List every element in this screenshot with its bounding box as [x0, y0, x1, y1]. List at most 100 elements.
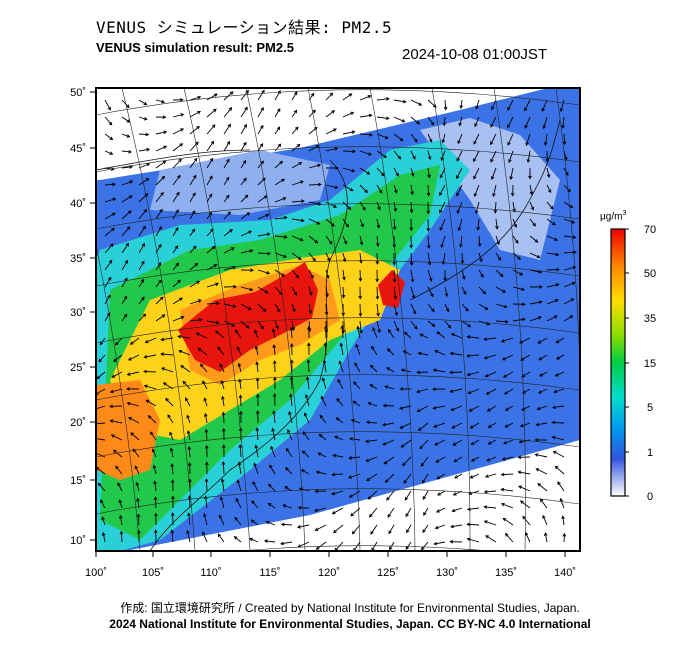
wind-arrow: [274, 252, 287, 258]
wind-arrow: [155, 176, 165, 186]
wind-arrow: [167, 414, 174, 424]
wind-arrow: [502, 456, 514, 460]
wind-arrow: [291, 110, 298, 118]
lon-tick-label: 105˚: [142, 567, 164, 579]
wind-arrow: [393, 99, 406, 103]
wind-arrowhead: [143, 384, 148, 389]
wind-arrowhead: [177, 174, 181, 179]
wind-arrowhead: [500, 339, 505, 343]
wind-arrowhead: [310, 92, 315, 97]
wind-arrow: [155, 192, 164, 203]
wind-arrowhead: [451, 508, 456, 513]
wind-arrow: [322, 377, 327, 390]
wind-arrow: [470, 473, 480, 479]
wind-arrowhead: [262, 177, 266, 182]
wind-arrowhead: [452, 492, 457, 496]
wind-arrow: [155, 160, 166, 169]
wind-arrow: [291, 235, 303, 241]
wind-arrow: [308, 303, 312, 314]
colorbar: [610, 228, 626, 497]
wind-arrow: [178, 335, 191, 339]
wind-arrowhead: [564, 156, 568, 161]
wind-arrowhead: [227, 211, 232, 216]
wind-arrowhead: [486, 408, 491, 412]
wind-arrow: [342, 218, 349, 228]
wind-arrowhead: [420, 546, 425, 551]
wind-arrow: [217, 533, 225, 543]
wind-arrowhead: [375, 296, 380, 300]
wind-arrowhead: [101, 531, 106, 536]
wind-arrowhead: [521, 302, 526, 307]
wind-arrow: [155, 209, 163, 220]
wind-arrowhead: [470, 458, 475, 462]
wind-arrowhead: [355, 343, 359, 348]
lon-tick-label: 130˚: [436, 567, 458, 579]
wind-arrowhead: [176, 191, 180, 196]
wind-arrowhead: [384, 479, 389, 483]
wind-arrowhead: [179, 297, 183, 301]
wind-arrowhead: [422, 529, 426, 534]
wind-arrow: [487, 405, 497, 412]
wind-arrowhead: [276, 108, 281, 112]
wind-arrowhead: [411, 294, 416, 299]
wind-arrowhead: [108, 121, 113, 126]
wind-arrow: [467, 336, 480, 339]
wind-arrow: [274, 161, 283, 169]
wind-arrow: [297, 524, 310, 528]
wind-arrowhead: [112, 449, 117, 454]
wind-arrowhead: [507, 107, 511, 111]
wind-arrowhead: [545, 158, 550, 163]
wind-arrowhead: [226, 158, 230, 163]
wind-arrowhead: [335, 417, 340, 421]
wind-arrowhead: [127, 357, 132, 361]
wind-arrow: [257, 233, 270, 237]
wind-arrow: [137, 514, 140, 526]
wind-arrow: [188, 513, 191, 526]
wind-arrow: [144, 354, 157, 358]
wind-arrow: [461, 303, 469, 312]
wind-arrowhead: [201, 531, 206, 536]
lat-tick-label: 50˚: [70, 87, 86, 99]
wind-arrow: [527, 150, 531, 163]
wind-arrowhead: [107, 276, 112, 281]
wind-arrow: [325, 252, 331, 262]
wind-arrow: [172, 245, 179, 254]
wind-arrow: [121, 116, 130, 123]
wind-arrow: [371, 346, 378, 356]
wind-arrow: [121, 133, 130, 138]
wind-arrowhead: [376, 312, 380, 317]
wind-arrowhead: [314, 508, 318, 512]
wind-arrowhead: [169, 447, 174, 452]
wind-arrowhead: [484, 306, 489, 310]
wind-arrowhead: [402, 462, 406, 467]
wind-arrow: [393, 133, 404, 141]
wind-arrow: [104, 150, 113, 155]
wind-arrow: [138, 313, 146, 322]
wind-arrow: [427, 184, 430, 196]
wind-arrowhead: [318, 182, 322, 187]
wind-arrowhead: [410, 172, 415, 177]
wind-arrowhead: [484, 373, 489, 378]
wind-arrowhead: [412, 310, 417, 315]
wind-arrow: [121, 226, 131, 237]
wind-arrowhead: [259, 143, 264, 147]
wind-arrow: [365, 456, 378, 462]
wind-arrowhead: [417, 351, 422, 356]
wind-arrow: [507, 116, 514, 128]
wind-arrowhead: [179, 98, 184, 102]
wind-arrowhead: [342, 276, 346, 281]
wind-arrowhead: [353, 381, 357, 386]
wind-arrowhead: [323, 325, 328, 330]
wind-arrowhead: [280, 541, 284, 546]
wind-arrowhead: [493, 209, 498, 214]
wind-arrow: [434, 439, 446, 446]
wind-arrowhead: [554, 237, 558, 241]
wind-arrow: [486, 456, 497, 462]
wind-arrowhead: [235, 497, 239, 502]
wind-arrowhead: [524, 107, 528, 112]
wind-arrowhead: [370, 531, 374, 535]
wind-arrowhead: [229, 91, 234, 95]
wind-arrowhead: [454, 475, 458, 479]
wind-arrow: [155, 262, 162, 271]
wind-arrowhead: [332, 453, 337, 458]
